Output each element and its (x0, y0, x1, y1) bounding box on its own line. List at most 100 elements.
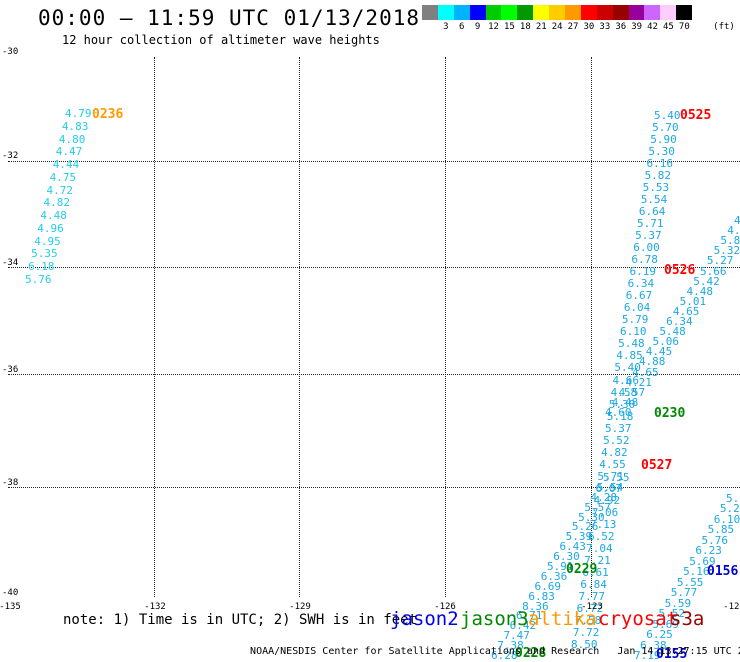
color-scale-tick: 3 (443, 22, 449, 32)
satellite-legend-item: cryosat (598, 608, 679, 630)
wave-height-value: 5.79 (621, 313, 649, 327)
wave-height-value: 5.90 (650, 133, 677, 147)
satellite-legend-item: s3a (670, 608, 705, 630)
wave-height-value: 5.55 (676, 575, 704, 589)
pass-time-label: 0526 (664, 263, 696, 278)
wave-height-value: 6.71 (515, 609, 543, 623)
wave-height-value: 7.38 (497, 639, 524, 653)
color-swatch (612, 5, 629, 20)
grid-line (445, 57, 446, 597)
wave-height-value: 6.16 (646, 157, 673, 171)
wave-height-value: 4.55 (599, 457, 626, 471)
lon-tick-label: -120 (723, 602, 740, 612)
wave-height-value: 5.06 (652, 335, 680, 349)
wave-height-value: 5.16 (683, 565, 710, 579)
wave-height-value: 8.50 (571, 638, 598, 651)
wave-height-value: 6.61 (582, 565, 609, 579)
color-scale-tick: 15 (504, 22, 515, 32)
grid-line (8, 161, 740, 162)
wave-height-value: 4.48 (611, 395, 639, 409)
pass-time-label: 0527 (641, 458, 673, 473)
color-swatch (628, 5, 645, 20)
wave-height-value: 6.19 (629, 265, 656, 279)
color-scale-tick: 12 (488, 22, 499, 32)
wave-height-value: 5.85 (707, 523, 735, 537)
lon-tick-label: -126 (434, 602, 456, 612)
color-scale-tick: 9 (474, 22, 481, 32)
grid-line (591, 57, 592, 597)
pass-time-label: 0230 (654, 406, 686, 421)
wave-height-value: 4.96 (37, 221, 64, 235)
wave-height-value: 5.54 (596, 480, 624, 494)
color-swatch (517, 5, 534, 20)
wave-height-value: 5.69 (652, 617, 679, 631)
color-scale-unit: (ft) (713, 22, 735, 32)
color-scale-tick: 33 (599, 22, 611, 32)
wave-height-value: 6.30 (553, 550, 580, 564)
color-swatch (596, 5, 613, 20)
color-scale (422, 5, 693, 20)
grid-line (8, 487, 740, 488)
color-scale-tick: 6 (459, 22, 465, 32)
wave-height-value: 4.47 (55, 145, 83, 159)
wave-height-value: 4.58 (610, 385, 638, 399)
color-swatch (437, 5, 454, 20)
wave-height-value: 5.30 (578, 510, 605, 524)
wave-height-value: 7.04 (586, 541, 613, 555)
color-swatch (565, 5, 581, 20)
wave-height-value: 5.42 (693, 274, 720, 288)
wave-height-value: 5.18 (606, 409, 634, 423)
satellite-legend-item: altika (528, 608, 597, 630)
lat-tick-label: -32 (2, 151, 19, 161)
wave-height-value: 7.72 (572, 625, 600, 639)
wave-height-value: 6.38 (640, 638, 667, 652)
wave-height-value: 4.83 (61, 119, 89, 133)
wave-height-value: 6.34 (666, 315, 693, 329)
color-scale-tick: 30 (583, 22, 595, 32)
wave-height-value: 5.32 (713, 244, 740, 258)
satellite-legend-item: jason2 (390, 608, 459, 630)
color-swatch (469, 5, 486, 20)
wave-height-value: 6.10 (620, 325, 647, 339)
wave-height-value: 5.84 (720, 234, 740, 248)
footer-timestamp: Jan 14 13:27:15 UTC 2018 (617, 646, 740, 657)
color-scale-tick: 21 (535, 22, 547, 32)
wave-height-value: 5.20 (719, 502, 740, 516)
wave-height-value: 5.34 (726, 492, 740, 505)
wave-height-value: 4.82 (601, 445, 628, 459)
wave-height-value: 4.80 (58, 132, 86, 146)
wave-height-value: 4.92 (593, 493, 621, 507)
wave-height-value: 5.69 (689, 554, 716, 568)
color-scale-tick: 42 (647, 22, 658, 32)
grid-line (299, 57, 300, 597)
satellite-legend-item: jason3 (460, 608, 529, 630)
color-swatch (676, 5, 693, 20)
wave-height-value: 4.66 (612, 373, 640, 387)
color-swatch (533, 5, 550, 20)
wave-height-value: 4.72 (727, 224, 740, 238)
color-scale-tick: 45 (663, 22, 674, 32)
wave-height-value: 6.78 (631, 253, 658, 267)
wave-height-value: 6.23 (695, 544, 722, 558)
wave-height-value: 4.48 (40, 209, 67, 223)
lat-tick-label: -34 (2, 258, 19, 268)
wave-height-value: 6.83 (528, 589, 555, 603)
color-swatch (549, 5, 566, 20)
grid-line (8, 267, 740, 268)
page-subtitle: 12 hour collection of altimeter wave hei… (62, 33, 380, 47)
wave-height-value: 5.76 (25, 273, 52, 286)
lon-tick-label: -123 (581, 602, 603, 612)
wave-height-value: 7.13 (589, 517, 617, 531)
wave-height-value: 4.95 (34, 234, 61, 248)
wave-height-value: 4.57 (618, 385, 646, 399)
wave-height-value: 6.18 (28, 260, 55, 274)
wave-height-value: 5.01 (679, 294, 707, 308)
lat-tick-label: -36 (2, 365, 19, 375)
wave-height-value: 6.67 (625, 289, 653, 303)
wave-height-value: 5.48 (618, 337, 645, 351)
wave-height-value: 5.53 (642, 181, 670, 195)
wave-height-value: 7.47 (503, 629, 530, 643)
color-swatch (580, 5, 597, 20)
grid-line (8, 374, 740, 375)
lat-tick-label: -30 (2, 47, 19, 57)
